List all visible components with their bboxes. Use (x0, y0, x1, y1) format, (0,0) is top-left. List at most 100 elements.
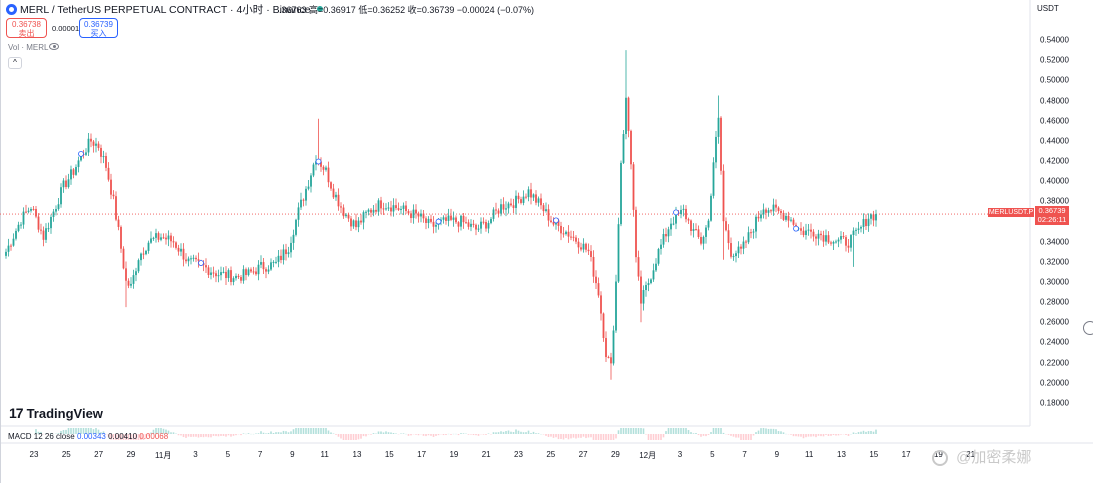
sell-button[interactable]: 0.36738 卖出 (6, 18, 47, 38)
event-marker[interactable] (198, 260, 204, 266)
candle-body (755, 216, 757, 232)
candle-body (620, 162, 622, 225)
event-marker[interactable] (673, 209, 679, 216)
macd-histogram-bar (190, 434, 192, 437)
time-axis-label: 27 (94, 450, 104, 459)
event-marker[interactable] (315, 158, 322, 165)
candle-body (875, 214, 877, 221)
currency-label[interactable]: USDT (1037, 4, 1059, 13)
candle-body (652, 270, 655, 280)
price-tag-symbol: MERLUSDT.P (988, 208, 1034, 218)
candle-body (372, 209, 375, 213)
macd-histogram-bar (827, 434, 830, 436)
macd-histogram-bar (815, 434, 817, 438)
time-axis-label: 21 (481, 450, 491, 459)
candle-body (262, 262, 265, 270)
candle-body (170, 235, 172, 242)
candle-body (42, 230, 45, 240)
macd-histogram-bar (595, 434, 597, 440)
candle-body (720, 117, 722, 171)
candle-body (132, 275, 135, 284)
macd-histogram-bar (132, 434, 135, 440)
candle-body (215, 273, 217, 277)
macd-histogram-bar (125, 434, 127, 440)
candle-body (115, 196, 117, 220)
macd-histogram-bar (860, 431, 862, 434)
candle-body (730, 243, 732, 257)
candle-body (177, 247, 180, 252)
volume-indicator-label[interactable]: Vol · MERL (8, 43, 49, 52)
macd-legend[interactable]: MACD 12 26 close 0.00343 0.00410 0.00068 (8, 432, 168, 441)
candle-body (137, 260, 140, 272)
candle-body (742, 241, 745, 249)
candle-body (187, 258, 190, 262)
macd-histogram-bar (832, 434, 835, 435)
macd-histogram-bar (600, 434, 602, 440)
chart-header[interactable]: MERL / TetherUS PERPETUAL CONTRACT · 4小时… (6, 2, 323, 16)
candle-body (570, 236, 572, 238)
candle-body (667, 229, 670, 237)
candle-body (40, 229, 42, 231)
time-axis-label: 17 (901, 450, 911, 459)
macd-histogram-bar (517, 430, 520, 434)
macd-histogram-bar (585, 434, 587, 439)
candle-body (540, 198, 542, 206)
event-marker[interactable] (78, 151, 84, 157)
event-marker[interactable] (553, 217, 559, 224)
candle-body (345, 214, 347, 217)
event-marker[interactable] (793, 225, 799, 232)
candle-body (762, 209, 765, 215)
candle-body (185, 259, 187, 262)
buy-button[interactable]: 0.36739 买入 (79, 18, 118, 38)
macd-histogram-bar (122, 434, 125, 440)
candle-body (157, 233, 160, 240)
time-axis-label: 11 (805, 450, 814, 459)
candle-body (405, 205, 407, 212)
macd-histogram-bar (602, 434, 605, 440)
time-axis-label: 15 (384, 450, 394, 459)
macd-histogram-bar (610, 434, 612, 440)
tradingview-logo[interactable]: 17 TradingView (9, 405, 103, 421)
candle-body (337, 194, 340, 207)
candle-body (102, 156, 105, 158)
macd-histogram-bar (792, 434, 795, 437)
candle-body (537, 198, 540, 203)
eye-icon[interactable] (49, 43, 59, 50)
macd-histogram-bar (795, 434, 797, 437)
macd-histogram-bar (537, 433, 540, 434)
macd-histogram-bar (862, 430, 865, 434)
macd-histogram-bar (197, 434, 200, 438)
price-axis-label: 0.48000 (1040, 96, 1069, 106)
candle-body (422, 213, 425, 219)
candle-body (512, 205, 515, 208)
macd-histogram-bar (265, 433, 267, 434)
candle-body (802, 230, 805, 236)
macd-histogram-bar (40, 431, 42, 434)
macd-histogram-bar (340, 434, 342, 439)
macd-histogram-bar (377, 431, 380, 434)
candle-body (852, 230, 855, 236)
macd-histogram-bar (525, 432, 527, 434)
macd-histogram-bar (552, 434, 555, 438)
side-toolbar-circle-icon[interactable] (1083, 321, 1093, 335)
event-marker[interactable] (435, 218, 442, 225)
candle-body (62, 180, 65, 188)
macd-histogram-bar (817, 434, 820, 436)
macd-histogram-bar (120, 434, 122, 440)
candle-body (552, 221, 555, 225)
macd-histogram-bar (607, 434, 610, 440)
symbol-title[interactable]: MERL / TetherUS PERPETUAL CONTRACT · 4小时… (20, 3, 311, 16)
candle-body (810, 229, 812, 232)
candle-body (237, 275, 240, 278)
candle-body (295, 219, 297, 235)
candle-body (617, 224, 620, 282)
macd-histogram-bar (692, 433, 695, 434)
candle-body (37, 216, 40, 230)
time-axis-label: 29 (610, 450, 620, 459)
collapse-legend-button[interactable]: ^ (8, 57, 22, 69)
macd-histogram-bar (492, 432, 495, 434)
candle-body (297, 207, 300, 220)
macd-histogram-bar (805, 434, 807, 438)
macd-histogram-bar (562, 434, 565, 440)
